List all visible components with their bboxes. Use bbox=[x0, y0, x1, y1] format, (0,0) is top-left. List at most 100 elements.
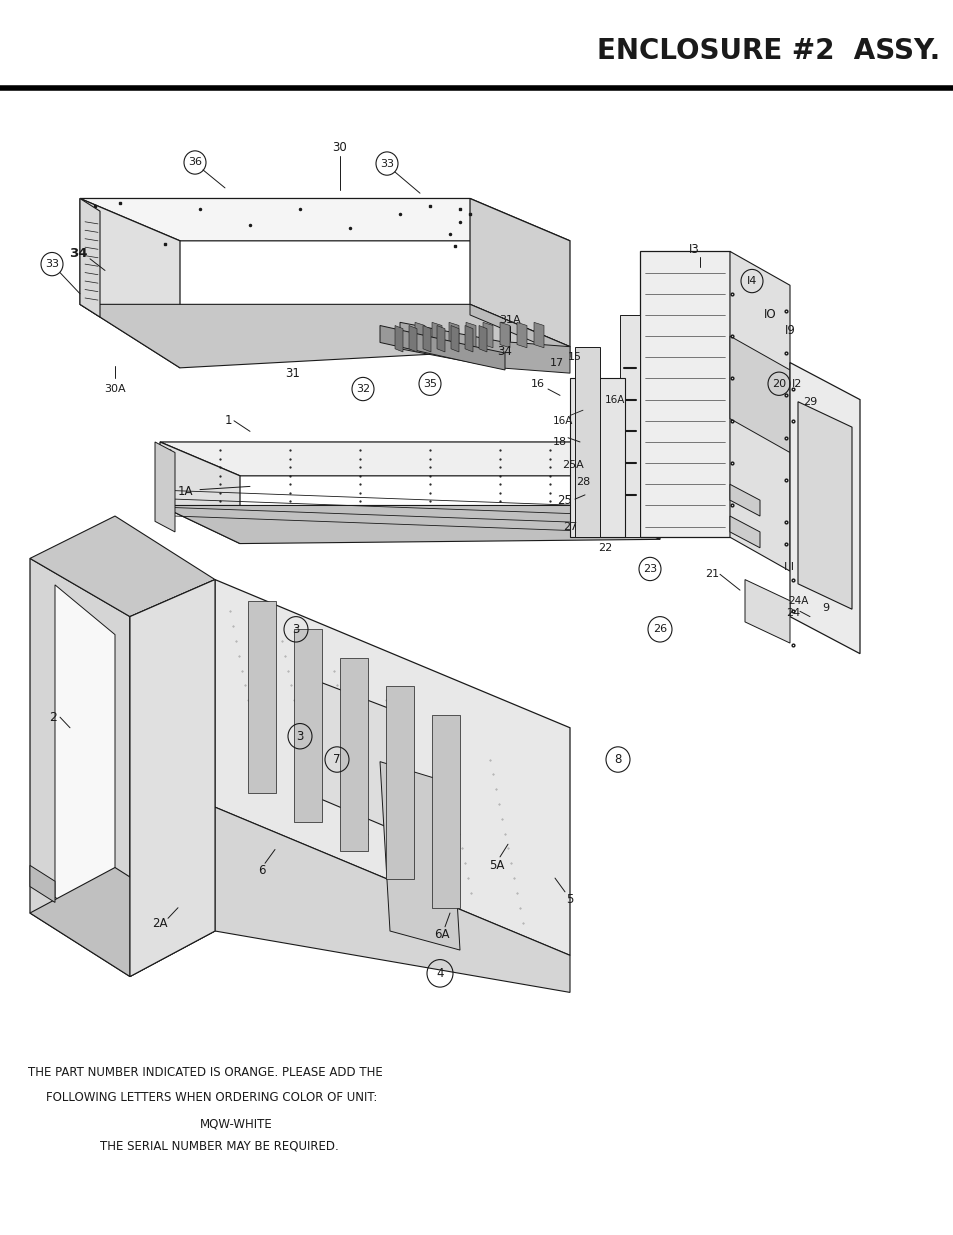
Text: 3: 3 bbox=[296, 730, 303, 742]
Polygon shape bbox=[569, 378, 624, 537]
Text: 30: 30 bbox=[333, 141, 347, 154]
Text: 2A: 2A bbox=[152, 918, 168, 930]
Circle shape bbox=[582, 368, 593, 378]
Polygon shape bbox=[729, 516, 760, 548]
Text: 32: 32 bbox=[355, 384, 370, 394]
Text: ENCLOSURE #2  ASSY.: ENCLOSURE #2 ASSY. bbox=[597, 37, 939, 65]
Text: I2: I2 bbox=[791, 379, 801, 389]
Text: PAGE 84 — DCA400SSI GENERATOR • OPERATION AND PARTS MANUAL — REV. #2 (11/03/08): PAGE 84 — DCA400SSI GENERATOR • OPERATIO… bbox=[134, 1187, 819, 1199]
Text: 36: 36 bbox=[188, 158, 202, 168]
Polygon shape bbox=[517, 322, 526, 348]
Polygon shape bbox=[160, 442, 659, 475]
Polygon shape bbox=[619, 315, 639, 537]
Circle shape bbox=[586, 445, 602, 461]
Text: MQW-WHITE: MQW-WHITE bbox=[200, 1118, 273, 1130]
Polygon shape bbox=[294, 630, 322, 823]
Text: FOLLOWING LETTERS WHEN ORDERING COLOR OF UNIT:: FOLLOWING LETTERS WHEN ORDERING COLOR OF… bbox=[46, 1091, 377, 1104]
Text: 6: 6 bbox=[258, 864, 266, 877]
Polygon shape bbox=[30, 558, 130, 977]
Polygon shape bbox=[465, 322, 476, 348]
Text: 21: 21 bbox=[704, 569, 719, 579]
Polygon shape bbox=[534, 322, 543, 348]
Text: 9: 9 bbox=[821, 603, 829, 613]
Polygon shape bbox=[409, 326, 416, 352]
Polygon shape bbox=[386, 687, 414, 879]
Polygon shape bbox=[339, 658, 368, 851]
Polygon shape bbox=[579, 442, 659, 540]
Polygon shape bbox=[30, 867, 214, 977]
Circle shape bbox=[586, 412, 602, 430]
Text: THE SERIAL NUMBER MAY BE REQUIRED.: THE SERIAL NUMBER MAY BE REQUIRED. bbox=[100, 1140, 338, 1153]
Text: 25: 25 bbox=[557, 494, 572, 506]
Text: 35: 35 bbox=[422, 379, 436, 389]
Text: 7: 7 bbox=[333, 753, 340, 766]
Text: 5A: 5A bbox=[489, 858, 504, 872]
Text: 3: 3 bbox=[292, 622, 299, 636]
Text: 1: 1 bbox=[224, 414, 232, 427]
Polygon shape bbox=[432, 322, 441, 348]
Polygon shape bbox=[80, 199, 100, 317]
Text: 8: 8 bbox=[614, 753, 621, 766]
Polygon shape bbox=[80, 199, 180, 368]
Polygon shape bbox=[639, 252, 729, 537]
Polygon shape bbox=[729, 336, 789, 452]
Text: I3: I3 bbox=[688, 243, 699, 256]
Polygon shape bbox=[140, 611, 200, 929]
Polygon shape bbox=[395, 326, 402, 352]
Polygon shape bbox=[214, 579, 569, 956]
Circle shape bbox=[586, 475, 602, 493]
Polygon shape bbox=[80, 199, 569, 241]
Text: 4: 4 bbox=[436, 967, 443, 979]
Text: 24: 24 bbox=[785, 609, 800, 619]
Text: 16A: 16A bbox=[604, 395, 624, 405]
Polygon shape bbox=[248, 600, 275, 793]
Text: 5: 5 bbox=[566, 893, 573, 905]
Text: I4: I4 bbox=[746, 277, 757, 287]
Polygon shape bbox=[130, 579, 214, 977]
Text: 16A: 16A bbox=[552, 416, 573, 426]
Text: 24A: 24A bbox=[787, 595, 807, 605]
Text: 28: 28 bbox=[576, 477, 590, 487]
Polygon shape bbox=[314, 680, 390, 829]
Polygon shape bbox=[478, 326, 486, 352]
Text: 23: 23 bbox=[642, 564, 657, 574]
Text: 15: 15 bbox=[567, 352, 581, 362]
Text: 34: 34 bbox=[497, 346, 512, 358]
Polygon shape bbox=[729, 252, 789, 571]
Polygon shape bbox=[379, 326, 504, 370]
Text: 18: 18 bbox=[553, 437, 566, 447]
Text: 30A: 30A bbox=[104, 384, 126, 394]
Polygon shape bbox=[399, 322, 569, 373]
Text: 20: 20 bbox=[771, 379, 785, 389]
Text: I9: I9 bbox=[783, 325, 795, 337]
Text: 1A: 1A bbox=[177, 485, 193, 498]
Text: 26: 26 bbox=[652, 625, 666, 635]
Polygon shape bbox=[130, 579, 214, 977]
Text: 33: 33 bbox=[379, 158, 394, 168]
Text: 34: 34 bbox=[69, 247, 87, 261]
Text: THE PART NUMBER INDICATED IS ORANGE. PLEASE ADD THE: THE PART NUMBER INDICATED IS ORANGE. PLE… bbox=[28, 1066, 382, 1079]
Text: 29: 29 bbox=[802, 396, 817, 406]
Polygon shape bbox=[432, 715, 459, 908]
Polygon shape bbox=[160, 505, 659, 543]
Text: IO: IO bbox=[763, 309, 776, 321]
Text: 33: 33 bbox=[45, 259, 59, 269]
Text: 22: 22 bbox=[598, 543, 612, 553]
Polygon shape bbox=[415, 322, 424, 348]
Text: 6A: 6A bbox=[434, 927, 449, 941]
Text: 25A: 25A bbox=[561, 461, 583, 471]
Text: 31: 31 bbox=[285, 367, 300, 379]
Polygon shape bbox=[470, 199, 569, 347]
Polygon shape bbox=[499, 322, 510, 348]
Polygon shape bbox=[214, 808, 569, 993]
Circle shape bbox=[582, 394, 593, 405]
Polygon shape bbox=[30, 516, 214, 616]
Text: 16: 16 bbox=[531, 379, 544, 389]
Text: I I: I I bbox=[783, 562, 793, 572]
Polygon shape bbox=[575, 347, 599, 537]
Polygon shape bbox=[451, 326, 458, 352]
Text: 27: 27 bbox=[562, 521, 577, 531]
Text: 2: 2 bbox=[49, 710, 57, 724]
Text: 17: 17 bbox=[549, 358, 563, 368]
Polygon shape bbox=[470, 304, 569, 357]
